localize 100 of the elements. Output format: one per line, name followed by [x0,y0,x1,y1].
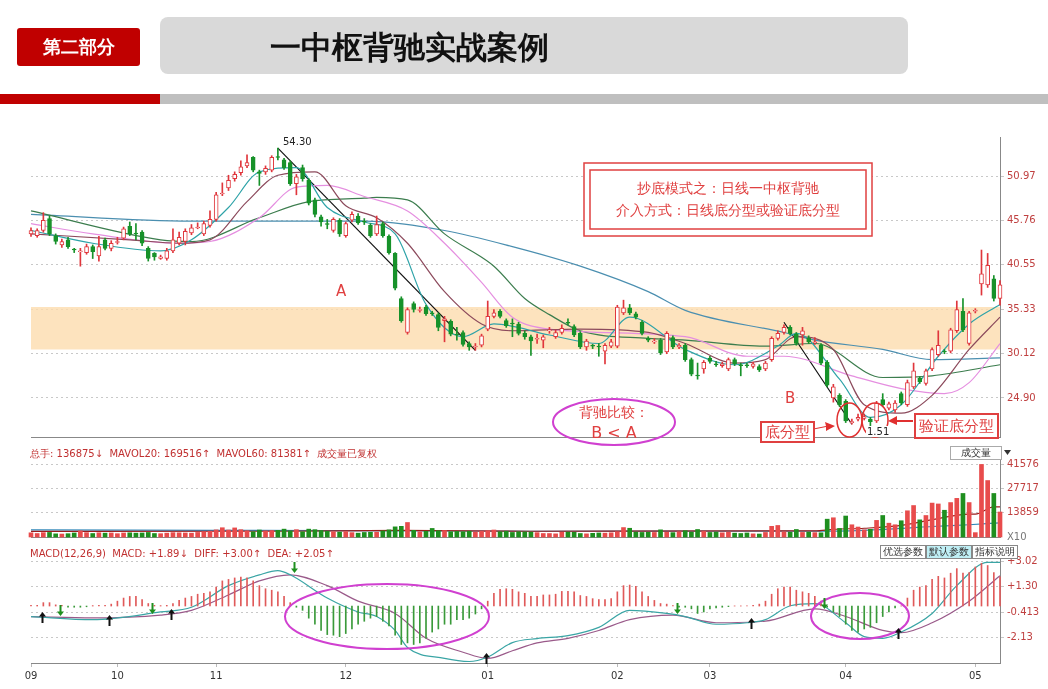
y-tick-label: -2.13 [1007,631,1033,643]
annotation: 底分型 [760,421,815,443]
bar [466,530,472,538]
candlestick [411,301,416,313]
bar [324,530,330,538]
annotation: 指标说明 [972,545,1018,559]
candlestick [152,252,157,261]
bar [868,528,873,538]
y-tick-label: 45.76 [1007,214,1036,226]
candlestick [300,164,305,182]
candlestick [596,343,602,357]
bar [343,531,349,538]
candlestick [942,349,947,355]
candlestick [78,248,83,267]
bar [794,529,799,538]
bar [831,517,836,538]
candlestick [874,400,879,423]
candlestick [627,304,633,315]
bar [287,530,293,538]
line-series [30,506,1001,533]
candlestick [689,357,694,377]
annotation: 默认参数 [926,545,972,559]
candlestick [448,319,454,337]
y-tick-label: 27717 [1007,482,1039,494]
y-tick-label: 40.55 [1007,258,1036,270]
candlestick [429,310,435,316]
bar [942,509,947,538]
bar [935,503,941,538]
bar [800,532,805,538]
candlestick [510,318,515,338]
text: 一中枢背驰实战案例 [270,28,549,67]
text: X10 [1007,531,1027,542]
candlestick [294,174,299,196]
bar [917,519,923,538]
annotation: B < A [590,423,638,442]
candlestick [621,299,626,315]
annotation: 54.30 [283,136,312,147]
bar [645,531,651,538]
bar [405,522,410,538]
candlestick [812,337,818,345]
candlestick [800,327,805,346]
x-tick-label: 09 [24,669,38,681]
candlestick [41,212,46,233]
x-tick-label: 12 [339,669,353,681]
annotation: 1.51 [866,426,891,437]
y-tick-label: -0.413 [1007,605,1040,617]
candlestick [121,226,126,241]
candlestick [615,304,620,349]
bar [374,531,379,538]
candlestick [565,318,571,326]
candlestick [695,362,700,380]
annotation: 成交量 [950,446,1002,460]
x-tick-label: 05 [968,669,982,681]
bar [337,531,342,538]
bar [294,529,299,538]
annotation: 优选参数 [880,545,926,559]
candlestick [584,338,589,351]
candlestick [337,218,342,237]
candlestick [361,218,367,225]
candlestick [948,327,953,354]
bar [448,531,454,538]
bar [701,531,707,538]
candlestick [732,357,737,366]
candlestick [979,249,984,296]
y-tick-label: 35.33 [1007,302,1036,314]
candlestick [590,344,595,349]
candlestick [47,215,52,236]
candlestick [442,315,447,343]
candlestick [398,296,404,323]
y-tick-label: 24.90 [1007,391,1036,403]
candlestick [831,383,836,403]
chart-subtitle: MACD(12,26,9) MACD: +1.89↓ DIFF: +3.00↑ DEA: +2.05↑ [30,548,334,559]
candlestick [658,338,663,355]
bar [664,531,670,538]
candlestick [226,174,231,191]
candlestick [71,248,77,253]
y-tick-label: 41576 [1007,457,1039,469]
candlestick [985,253,990,288]
candlestick [84,243,89,255]
bar [90,533,96,538]
bar [627,527,633,538]
bar [71,532,77,538]
annotation: 抄底模式之：日线一中枢背驰 [635,180,820,198]
candlestick [436,312,441,332]
bar [880,515,886,538]
x-tick-label: 04 [839,669,853,681]
candlestick [547,327,552,334]
bar [127,532,133,538]
candlestick [232,171,238,182]
bar [380,530,386,538]
candlestick [738,362,744,377]
y-tick-label: +1.30 [1007,580,1038,592]
bar [898,520,904,538]
candlestick [577,331,583,349]
bar [874,520,879,538]
y-tick-label: 30.12 [1007,347,1036,359]
bar [806,531,811,538]
candlestick [652,338,657,344]
bar [824,518,830,538]
candlestick [763,361,768,372]
